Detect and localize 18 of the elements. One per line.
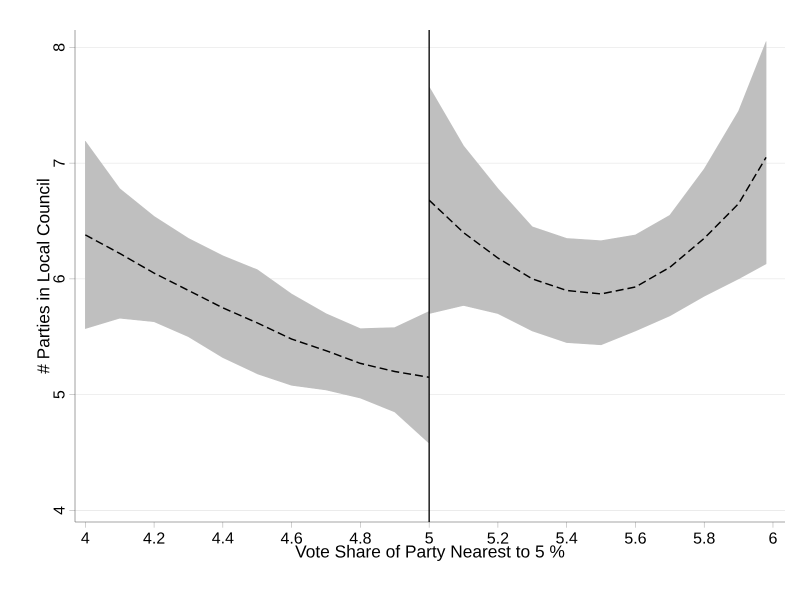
x-tick-label: 4.8 [350,532,371,544]
x-tick-label: 4.6 [280,532,302,544]
x-tick-label: 4.2 [143,532,164,544]
x-tick-label: 4.4 [212,532,234,544]
x-axis-title: Vote Share of Party Nearest to 5 % [295,544,564,562]
x-tick-label: 5.6 [624,532,646,544]
y-tick-label: 7 [54,159,65,167]
y-tick-label: 5 [53,390,65,398]
y-tick-label: 4 [54,506,65,514]
y-tick-label: 6 [53,275,65,283]
x-tick-label: 5.2 [487,532,508,544]
x-tick-label: 5.8 [694,532,715,544]
x-tick-label: 4 [81,532,90,544]
x-tick-label: 5.4 [556,532,578,544]
y-tick-label: 8 [53,44,65,52]
x-tick-label: 6 [769,532,777,544]
y-axis-title: # Parties in Local Council [36,179,50,374]
x-tick-label: 5 [425,532,433,544]
